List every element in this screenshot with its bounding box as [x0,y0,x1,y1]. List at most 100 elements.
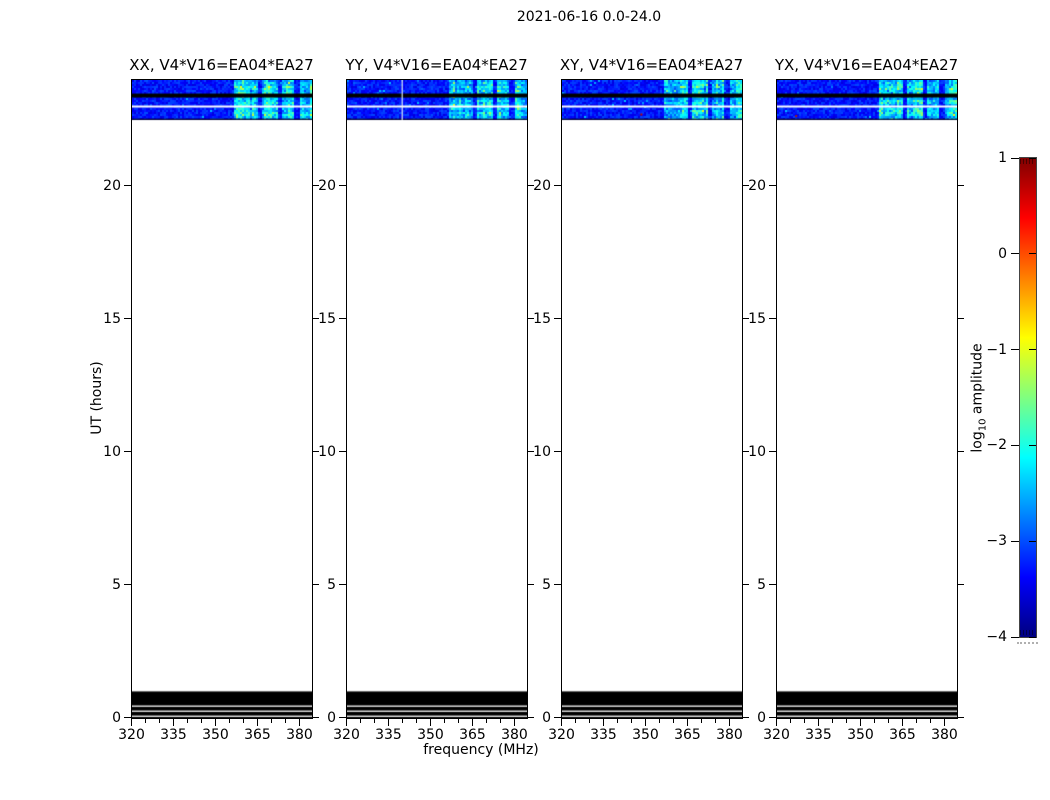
x-tick-label: 335 [375,727,402,743]
y-tick-left [124,584,131,586]
y-tick-right [742,185,749,187]
x-tick-minor [228,719,230,723]
x-tick-minor [144,719,146,723]
x-tick-minor [789,719,791,723]
y-tick-left [554,717,561,718]
colorbar-bottom-hatch [1020,630,1034,635]
axes-xx [130,79,313,719]
x-tick-minor [200,719,202,723]
x-axis-label: frequency (MHz) [423,742,539,758]
x-tick-minor [929,719,931,723]
y-tick-label: 0 [542,709,551,726]
y-tick-label: 5 [327,576,336,593]
x-tick-label: 350 [847,727,874,743]
y-tick-left [769,318,776,320]
y-tick-label: 10 [318,443,336,460]
axes-xy [560,79,743,719]
colorbar-tick-left [1011,540,1019,542]
colorbar-tick-right [1029,636,1036,638]
colorbar-underflow-dots [1017,642,1038,644]
spectrogram-canvas-xx [131,80,312,718]
x-tick-minor [284,719,286,723]
x-tick-minor [359,719,361,723]
x-tick-minor [242,719,244,723]
y-tick-left [769,717,776,718]
y-tick-label: 20 [748,177,766,194]
x-tick-label: 365 [889,727,916,743]
x-tick-major [776,719,777,726]
y-tick-label: 15 [533,310,551,327]
x-tick-label: 350 [417,727,444,743]
colorbar-tick-label: −2 [986,437,1007,454]
x-tick-minor [831,719,833,723]
y-axis-label: UT (hours) [89,361,105,435]
colorbar-tick-label: −1 [986,341,1007,358]
y-tick-right [957,717,964,718]
y-tick-left [554,584,561,586]
y-tick-label: 0 [757,709,766,726]
colorbar [1019,157,1037,638]
spectrogram-canvas-yy [346,80,527,718]
colorbar-tick-label: −4 [986,629,1007,645]
y-tick-left [554,185,561,187]
x-tick-label: 320 [548,727,575,743]
x-tick-label: 350 [202,727,229,743]
y-tick-right [527,451,534,453]
y-tick-left [339,717,346,718]
panel-xy: XY, V4*V16=EA04*EA27 [560,0,743,800]
x-tick-label: 365 [459,727,486,743]
x-tick-label: 380 [931,727,958,743]
x-tick-label: 335 [590,727,617,743]
y-tick-left [769,185,776,187]
y-tick-right [312,185,319,187]
colorbar-tick-right [1029,540,1036,542]
colorbar-tick-right [1029,157,1036,159]
spectrogram-canvas-xy [561,80,742,718]
y-tick-right [312,451,319,453]
x-tick-major [943,719,945,726]
x-tick-major [686,719,688,726]
y-tick-left [554,451,561,453]
y-tick-right [527,584,534,586]
x-tick-minor [401,719,403,723]
colorbar-tick-right [1029,253,1036,255]
x-tick-label: 380 [286,727,313,743]
y-tick-left [339,451,346,453]
panel-yx: YX, V4*V16=EA04*EA27 [775,0,958,800]
x-tick-major [602,719,604,726]
y-tick-right [957,451,964,453]
x-tick-major [346,719,347,726]
colorbar-tick-left [1011,253,1019,255]
x-tick-minor [887,719,889,723]
x-tick-minor [873,719,875,723]
colorbar-tick-left [1011,349,1019,351]
x-tick-minor [803,719,805,723]
x-tick-minor [658,719,660,723]
y-tick-label: 20 [533,177,551,194]
x-tick-major [817,719,819,726]
x-tick-minor [672,719,674,723]
x-tick-minor [714,719,716,723]
colorbar-tick-right [1029,349,1036,351]
x-tick-minor [373,719,375,723]
y-tick-right [312,584,319,586]
x-tick-major [298,719,300,726]
panel-title-xx: XX, V4*V16=EA04*EA27 [129,56,314,74]
x-tick-minor [915,719,917,723]
x-tick-minor [499,719,501,723]
y-tick-right [527,717,534,718]
y-tick-left [339,185,346,187]
colorbar-top-hatch [1020,159,1034,164]
y-tick-label: 10 [103,443,121,460]
y-tick-label: 5 [542,576,551,593]
y-tick-label: 15 [103,310,121,327]
y-tick-left [339,584,346,586]
panel-title-yy: YY, V4*V16=EA04*EA27 [345,56,528,74]
x-tick-minor [270,719,272,723]
y-tick-label: 20 [103,177,121,194]
x-tick-major [728,719,730,726]
x-tick-major [513,719,515,726]
x-tick-label: 380 [501,727,528,743]
x-tick-minor [845,719,847,723]
